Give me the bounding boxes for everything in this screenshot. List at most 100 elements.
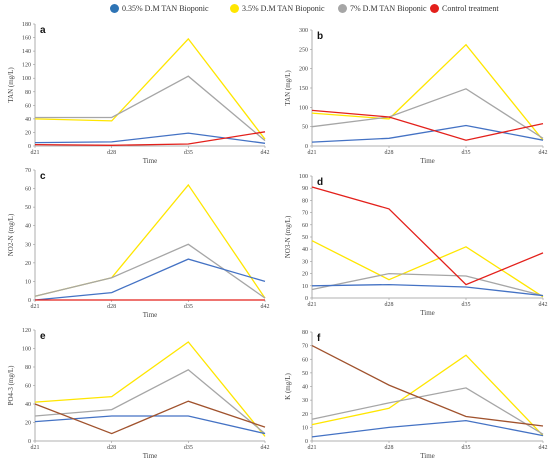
x-tick-label: d28 — [385, 302, 394, 308]
series-line — [311, 354, 544, 437]
y-tick-label: 40 — [302, 247, 308, 253]
y-tick-label: 10 — [302, 425, 308, 431]
x-tick-label: d35 — [462, 302, 471, 308]
y-tick-label: 0 — [28, 298, 31, 304]
series-line — [311, 283, 544, 297]
y-tick-label: 100 — [299, 174, 308, 180]
y-axis-label: TAN (mg/L) — [284, 70, 292, 106]
series-line — [34, 369, 266, 435]
x-tick-label: d42 — [261, 445, 270, 451]
y-tick-label: 0 — [28, 439, 31, 445]
y-tick-label: 60 — [25, 187, 31, 193]
y-tick-label: 20 — [25, 130, 31, 136]
y-tick-label: 60 — [25, 103, 31, 109]
y-tick-label: 60 — [302, 357, 308, 363]
chart-panel-f: 0 10 20 30 40 50 60 70 80 d21 d28 d35 d42 Time K (mg/L… — [284, 330, 548, 460]
series-line — [35, 75, 266, 142]
y-tick-label: 50 — [302, 235, 308, 241]
y-tick-label: 250 — [299, 47, 308, 53]
series-line — [311, 419, 544, 438]
y-tick-label: 180 — [22, 22, 31, 28]
legend-item: 0.35% D.M TAN Bioponic — [110, 4, 209, 13]
chart-panel-c: 0 10 20 30 40 50 60 70 d21 d28 d35 d42 Time NO2-N (mg… — [7, 168, 270, 319]
legend: 0.35% D.M TAN Bioponic 3.5% D.M TAN Biopo… — [0, 0, 550, 22]
series-line — [34, 258, 266, 301]
y-tick-label: 150 — [299, 86, 308, 92]
series-line — [34, 37, 266, 140]
x-axis-label: Time — [143, 311, 158, 319]
legend-marker — [338, 4, 347, 13]
y-tick-label: 300 — [299, 28, 308, 34]
y-tick-label: 20 — [25, 421, 31, 427]
x-tick-label: d35 — [462, 150, 471, 156]
chart-panel-e: 0 20 40 60 80 100 120 d21 d28 d35 d42 Time PO4-3 (mg… — [7, 328, 270, 460]
x-axis-label: Time — [143, 157, 158, 165]
y-tick-label: 60 — [25, 384, 31, 390]
legend-marker — [230, 4, 239, 13]
y-axis-label: NO2-N (mg/L) — [7, 213, 15, 256]
series-line — [34, 132, 266, 144]
y-tick-label: 0 — [305, 296, 308, 302]
legend-marker — [430, 4, 439, 13]
y-tick-label: 40 — [302, 385, 308, 391]
y-tick-label: 70 — [302, 211, 308, 217]
series-line — [311, 43, 544, 141]
x-tick-label: d28 — [385, 445, 394, 451]
panel-letter: f — [317, 333, 321, 344]
y-tick-label: 70 — [302, 344, 308, 350]
x-tick-label: d42 — [261, 150, 270, 156]
x-tick-label: d42 — [539, 302, 548, 308]
y-tick-label: 120 — [22, 328, 31, 334]
panel-letter: e — [40, 331, 46, 342]
x-axis-label: Time — [420, 452, 435, 460]
legend-item: 3.5% D.M TAN Bioponic — [230, 4, 325, 13]
y-tick-label: 90 — [302, 186, 308, 192]
x-tick-label: d21 — [308, 445, 317, 451]
panel-letter: b — [317, 31, 323, 42]
y-axis-label: TAN (mg/L) — [7, 67, 15, 103]
y-tick-label: 40 — [25, 402, 31, 408]
x-tick-label: d35 — [184, 150, 193, 156]
y-tick-label: 30 — [302, 398, 308, 404]
y-tick-label: 20 — [302, 412, 308, 418]
y-axis-label: PO4-3 (mg/L) — [7, 365, 15, 406]
y-tick-label: 30 — [25, 242, 31, 248]
y-tick-label: 200 — [299, 67, 308, 73]
series-line — [311, 345, 544, 427]
x-tick-label: d21 — [31, 445, 40, 451]
legend-marker — [110, 4, 119, 13]
y-tick-label: 0 — [28, 144, 31, 150]
series-line — [34, 131, 266, 146]
x-tick-label: d42 — [539, 150, 548, 156]
legend-label: 0.35% D.M TAN Bioponic — [122, 4, 209, 13]
y-tick-label: 80 — [302, 198, 308, 204]
chart-panel-a: 0 20 40 60 80 100 120 140 160 180 d21 d28 d35 d42 Time… — [7, 22, 270, 165]
series-line — [34, 243, 266, 299]
legend-label: 7% D.M TAN Bioponic — [350, 4, 427, 13]
y-tick-label: 50 — [302, 371, 308, 377]
legend-label: Control treatment — [442, 4, 499, 13]
x-tick-label: d35 — [462, 445, 471, 451]
x-tick-label: d21 — [308, 302, 317, 308]
y-tick-label: 120 — [22, 63, 31, 69]
chart-panel-b: 0 50 100 150 200 250 300 d21 d28 d35 d42 Time TAN (m… — [284, 28, 548, 165]
series-line — [34, 400, 266, 435]
y-tick-label: 50 — [302, 125, 308, 131]
legend-item: Control treatment — [430, 4, 499, 13]
series-line — [311, 272, 544, 297]
x-axis-label: Time — [420, 309, 435, 317]
series-line — [34, 183, 266, 299]
series-line — [311, 387, 544, 435]
x-tick-label: d21 — [31, 150, 40, 156]
series-line — [311, 124, 544, 143]
series-line — [34, 341, 266, 437]
series-line — [34, 415, 266, 435]
x-tick-label: d28 — [107, 445, 116, 451]
y-tick-label: 0 — [305, 144, 308, 150]
y-tick-label: 40 — [25, 117, 31, 123]
series-line — [311, 88, 544, 139]
x-tick-label: d28 — [107, 150, 116, 156]
panel-letter: a — [40, 25, 46, 36]
y-axis-label: K (mg/L) — [284, 373, 292, 400]
